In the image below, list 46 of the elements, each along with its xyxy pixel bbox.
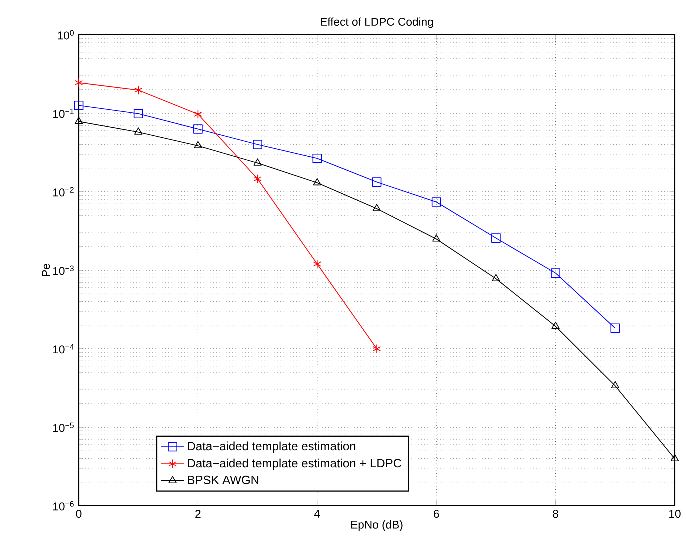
y-tick-label: 10$^{−5}$: [54, 422, 74, 432]
legend-label: Data−aided template estimation + LDPC: [188, 458, 402, 470]
x-tick-label: 8: [553, 510, 558, 518]
point: [134, 109, 144, 119]
point: [194, 110, 202, 120]
y-tick-label: 10$^{−1}$: [54, 108, 74, 118]
point: [74, 100, 84, 110]
point: [313, 260, 322, 269]
point: [432, 198, 442, 207]
y-tick-label: 10$^{0}$: [58, 30, 74, 40]
point: [313, 178, 322, 186]
point: [372, 204, 382, 212]
y-tick-label: 10$^{−2}$: [54, 187, 74, 197]
x-tick-label: 0: [76, 510, 82, 518]
point: [194, 141, 202, 148]
x-axis-title: EpNo (dB): [351, 520, 403, 532]
y-tick-label: 10$^{−4}$: [54, 344, 74, 354]
point: [492, 234, 501, 243]
x-tick-label: 2: [196, 510, 201, 518]
chart-title: Effect of LDPC Coding: [321, 18, 434, 28]
point: [610, 324, 620, 334]
point: [492, 274, 500, 282]
legend-label: BPSK AWGN: [188, 476, 259, 484]
point: [372, 344, 382, 354]
point: [551, 268, 560, 278]
x-tick-label: 6: [434, 510, 440, 518]
x-tick-label: 10: [670, 510, 681, 518]
point: [670, 454, 680, 462]
point: [312, 154, 322, 164]
point: [552, 322, 560, 330]
point: [432, 234, 441, 242]
point: [372, 178, 382, 187]
legend-label: Data−aided template estimation: [188, 442, 356, 453]
point: [74, 117, 84, 124]
y-tick-label: 10$^{−3}$: [54, 266, 74, 276]
point: [74, 78, 84, 88]
point: [134, 128, 143, 135]
y-tick-label: 10$^{−6}$: [54, 501, 74, 511]
y-axis-title: Pe: [42, 264, 50, 277]
point: [254, 174, 262, 184]
point: [194, 124, 203, 134]
point: [253, 140, 262, 150]
point: [254, 158, 262, 166]
point: [134, 86, 143, 96]
x-tick-label: 4: [314, 510, 320, 518]
point: [611, 381, 620, 389]
